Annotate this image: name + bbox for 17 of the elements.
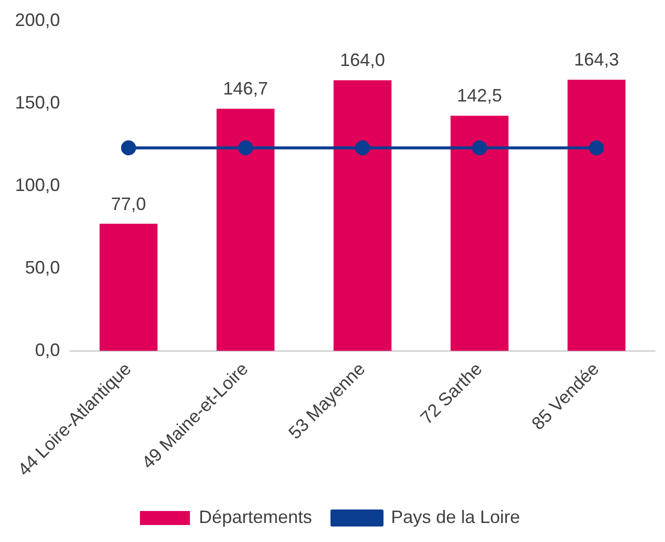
y-tick-label: 100,0 — [14, 174, 60, 195]
data-label: 77,0 — [111, 194, 146, 214]
y-tick-label: 150,0 — [14, 92, 60, 112]
y-tick-label: 0,0 — [35, 340, 60, 360]
legend-label: Pays de la Loire — [390, 506, 520, 527]
bar — [216, 108, 274, 351]
bar — [100, 224, 158, 351]
y-tick-label: 50,0 — [24, 257, 60, 278]
legend-label: Départements — [198, 506, 312, 527]
y-tick-label: 200,0 — [14, 10, 60, 30]
data-label: 164,3 — [574, 50, 620, 70]
data-label: 146,7 — [223, 78, 268, 99]
bar — [450, 116, 508, 351]
bar — [568, 80, 626, 351]
data-label: 142,5 — [456, 86, 502, 106]
bar — [334, 80, 392, 351]
data-label: 164,0 — [340, 50, 386, 70]
